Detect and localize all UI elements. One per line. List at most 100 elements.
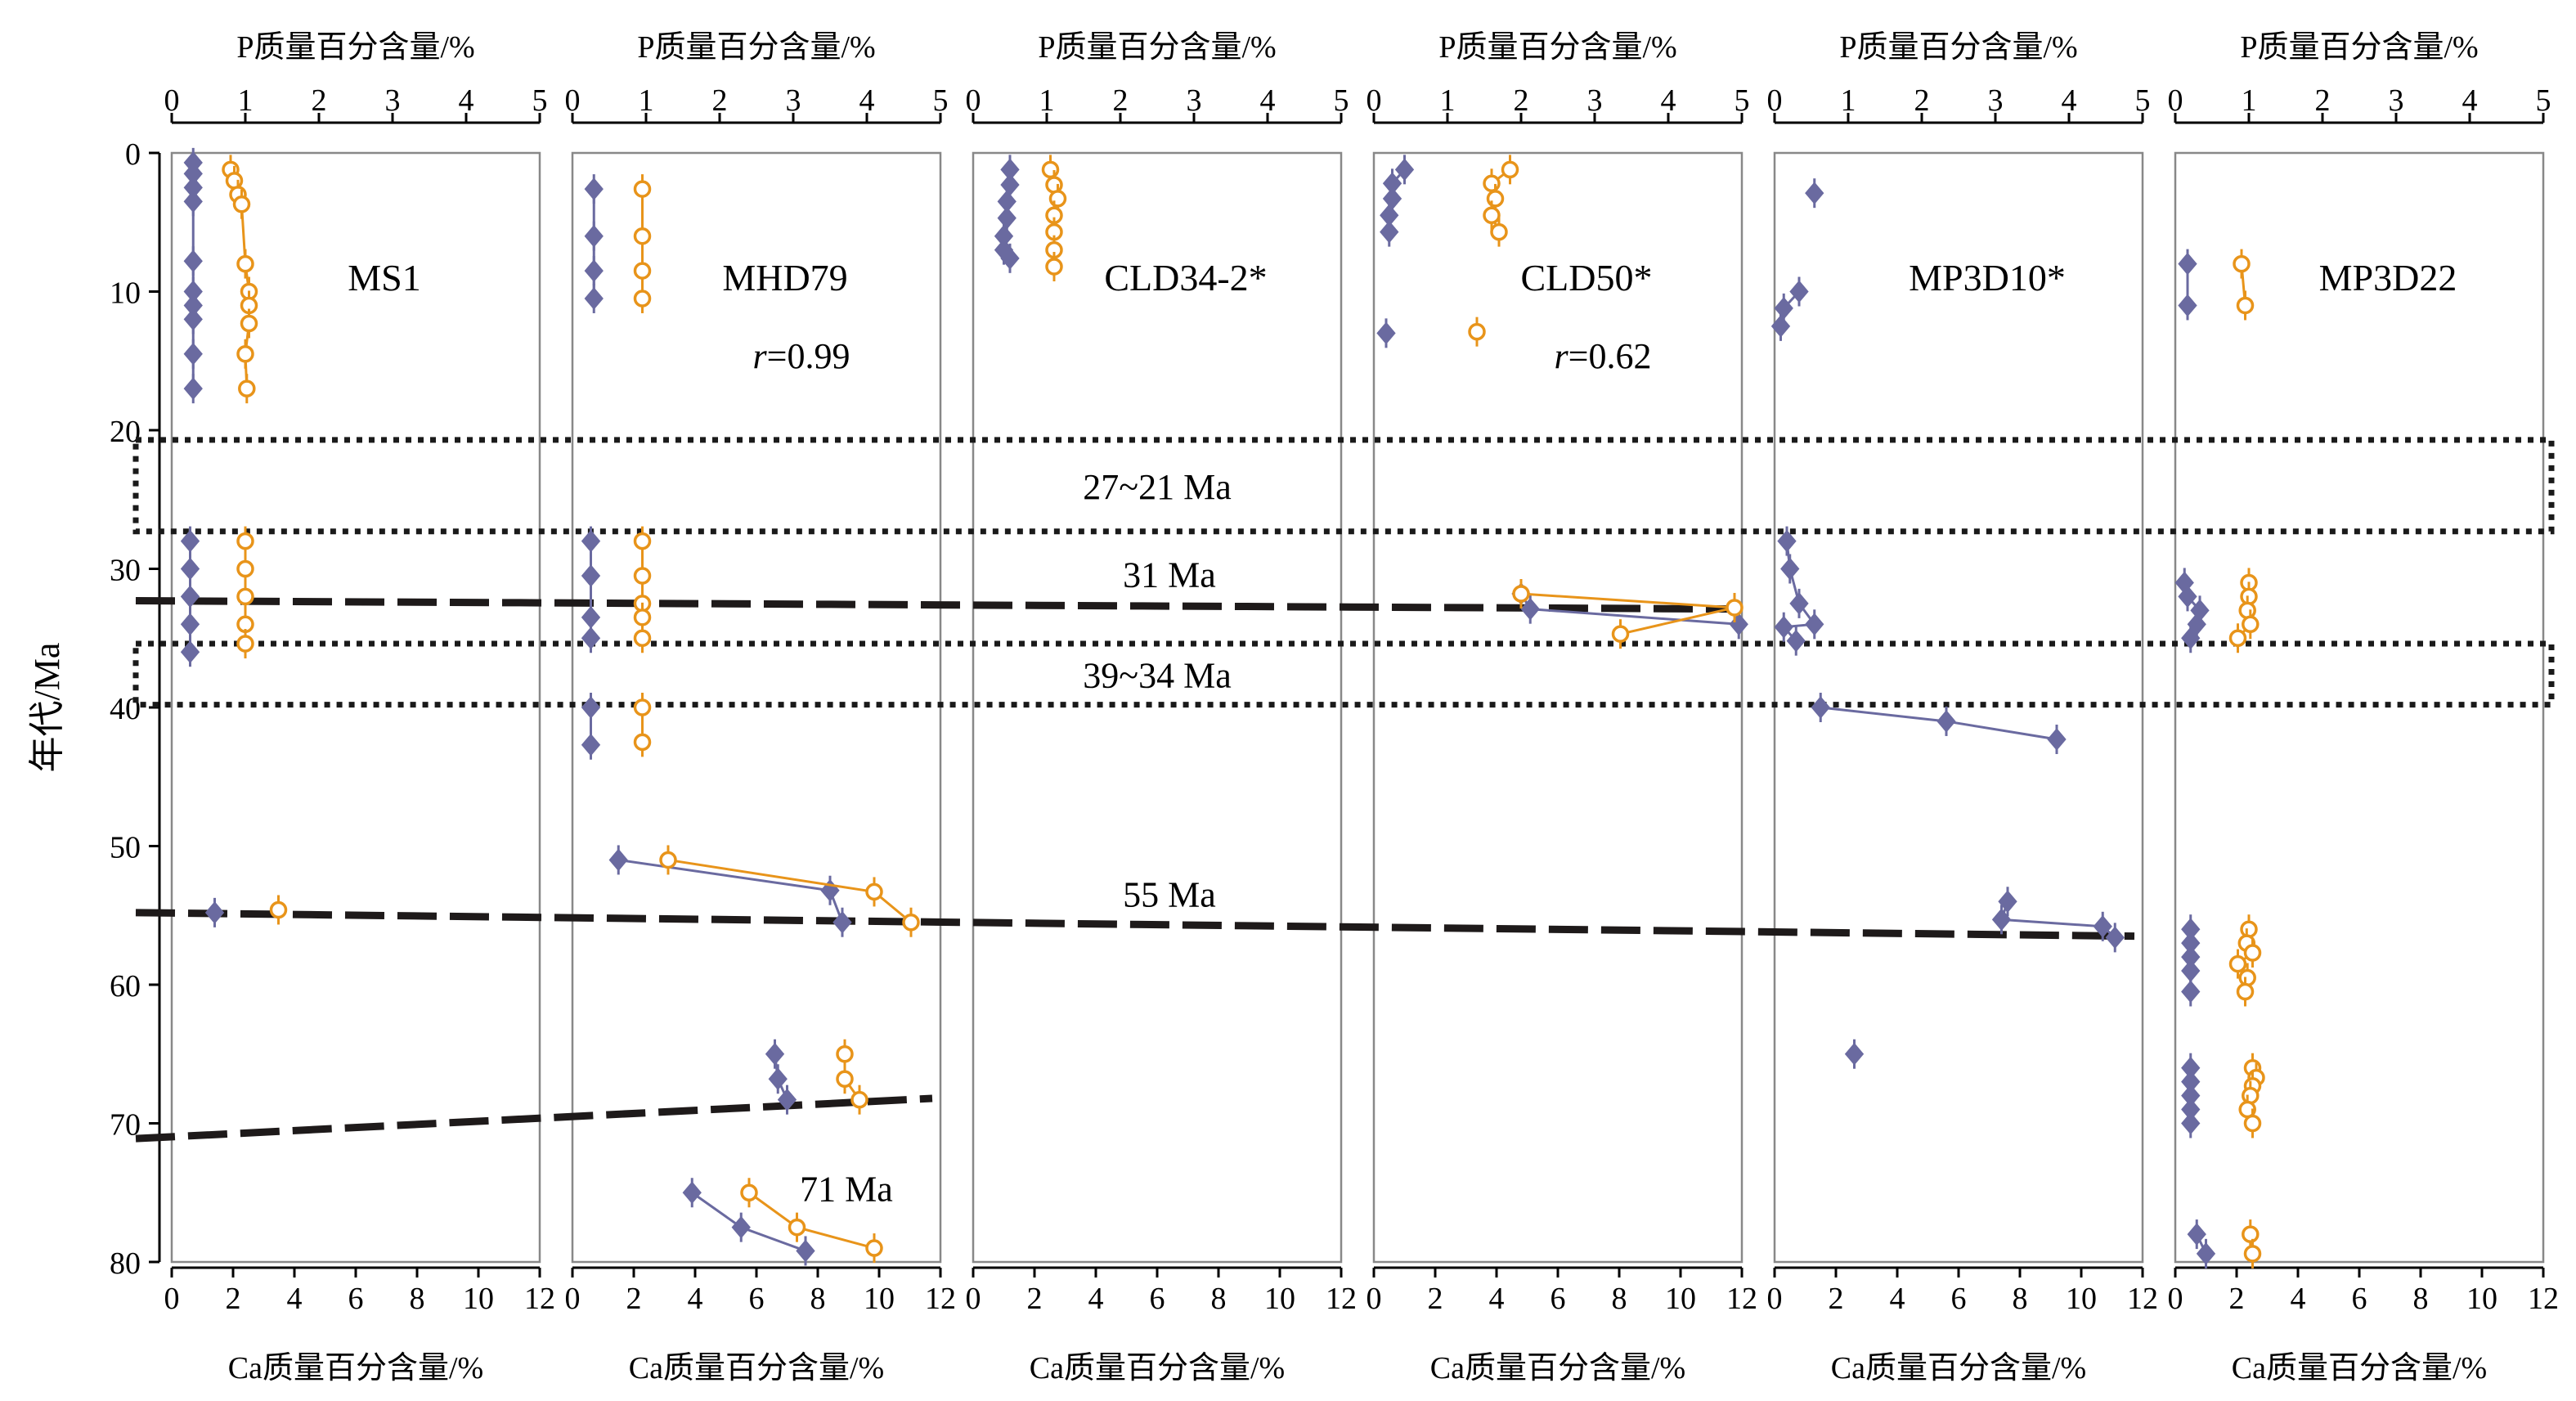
ca-point: [581, 564, 601, 587]
top-tick-label: 1: [639, 83, 654, 118]
p-point: [633, 180, 652, 198]
boundary-line: [135, 1094, 933, 1143]
p-point: [836, 1045, 854, 1063]
ca-point: [2105, 926, 2125, 950]
ca-series-line: [1999, 900, 2116, 939]
top-tick-label: 3: [1587, 83, 1603, 118]
top-tick-label: 1: [238, 83, 254, 118]
ca-point: [1000, 247, 1020, 270]
ca-point: [2181, 980, 2201, 1004]
bottom-tick-label: 2: [1829, 1282, 1844, 1316]
p-point: [1512, 585, 1530, 603]
ca-point: [1789, 280, 1809, 303]
ca-point: [1936, 710, 1956, 733]
ca-point: [832, 910, 852, 934]
p-point: [1048, 190, 1067, 208]
bottom-tick-label: 2: [226, 1282, 241, 1316]
top-tick-label: 0: [966, 83, 981, 118]
ca-point: [584, 287, 604, 310]
ca-point: [180, 613, 200, 636]
ca-point: [1770, 315, 1791, 338]
ca-point: [204, 901, 225, 924]
top-axis-label: P质量百分含量/%: [236, 30, 474, 65]
p-point: [633, 262, 652, 280]
bottom-tick-label: 10: [864, 1282, 895, 1316]
ca-point: [682, 1181, 702, 1205]
ca-point: [2181, 1111, 2201, 1135]
y-axis-label: 年代/Ma: [27, 643, 67, 773]
top-axis-label: P质量百分含量/%: [1438, 30, 1676, 65]
p-point: [2228, 954, 2247, 973]
panel-frame: [2174, 151, 2545, 1264]
p-point: [633, 227, 652, 245]
bottom-tick-label: 8: [1211, 1282, 1227, 1316]
boundary-line: [135, 596, 1735, 613]
p-point: [850, 1090, 868, 1109]
p-point: [1490, 222, 1508, 241]
bottom-tick-label: 6: [348, 1282, 364, 1316]
y-tick-label: 80: [110, 1246, 141, 1281]
ca-point: [1780, 557, 1800, 581]
top-tick-label: 2: [2315, 83, 2331, 118]
bottom-tick-label: 12: [2127, 1282, 2158, 1316]
y-tick-label: 0: [125, 137, 141, 172]
panel-frame: [1372, 151, 1744, 1264]
ca-point: [180, 585, 200, 608]
bottom-axis-label: Ca质量百分含量/%: [2232, 1351, 2487, 1385]
top-tick-label: 1: [1039, 83, 1055, 118]
bottom-axis-label: Ca质量百分含量/%: [1831, 1351, 2086, 1385]
ca-point: [1382, 187, 1402, 210]
top-tick-label: 4: [459, 83, 474, 118]
bottom-tick-label: 6: [2352, 1282, 2367, 1316]
ca-point: [1380, 220, 1399, 244]
top-tick-label: 3: [1187, 83, 1202, 118]
bottom-tick-label: 2: [626, 1282, 642, 1316]
bottom-tick-label: 0: [565, 1282, 581, 1316]
bottom-tick-label: 6: [1150, 1282, 1165, 1316]
ca-point: [997, 206, 1016, 230]
p-point: [2236, 296, 2255, 315]
p-point: [633, 629, 652, 647]
ca-point: [584, 177, 604, 200]
ca-point: [1394, 158, 1415, 182]
top-tick-label: 5: [2135, 83, 2151, 118]
bottom-tick-label: 0: [164, 1282, 180, 1316]
top-tick-label: 5: [532, 83, 548, 118]
p-point: [1611, 625, 1630, 643]
top-tick-label: 0: [2168, 83, 2183, 118]
age-band-label: 39~34 Ma: [1083, 655, 1231, 695]
bottom-tick-label: 12: [1726, 1282, 1757, 1316]
boundary-line-label: 55 Ma: [1123, 874, 1216, 914]
ca-point: [1811, 696, 1830, 719]
top-tick-label: 3: [1988, 83, 2004, 118]
p-point: [865, 1239, 883, 1257]
panel-frame: [170, 151, 541, 1264]
age-band: [132, 640, 2555, 708]
p-point: [1041, 160, 1060, 179]
top-tick-label: 0: [1367, 83, 1382, 118]
p-point: [633, 733, 652, 752]
bottom-tick-label: 4: [287, 1282, 303, 1316]
p-point: [633, 698, 652, 716]
bottom-tick-label: 10: [2466, 1282, 2497, 1316]
top-tick-label: 0: [164, 83, 180, 118]
top-tick-label: 2: [1514, 83, 1529, 118]
ca-point: [2181, 626, 2201, 650]
top-tick-label: 3: [2389, 83, 2404, 118]
p-point: [633, 567, 652, 585]
ca-point: [581, 733, 601, 757]
p-point: [865, 882, 883, 901]
bottom-tick-label: 10: [2066, 1282, 2097, 1316]
ca-point: [796, 1239, 815, 1263]
p-point: [236, 587, 254, 606]
p-point: [236, 635, 254, 653]
ca-point: [1000, 173, 1020, 196]
p-point: [2240, 587, 2258, 606]
p-point: [788, 1218, 806, 1237]
age-band-label: 27~21 Ma: [1083, 467, 1231, 507]
top-tick-label: 5: [2536, 83, 2551, 118]
ca-point: [777, 1088, 797, 1111]
y-tick-label: 70: [110, 1108, 141, 1143]
p-point: [2243, 944, 2262, 962]
p-point: [836, 1070, 854, 1089]
